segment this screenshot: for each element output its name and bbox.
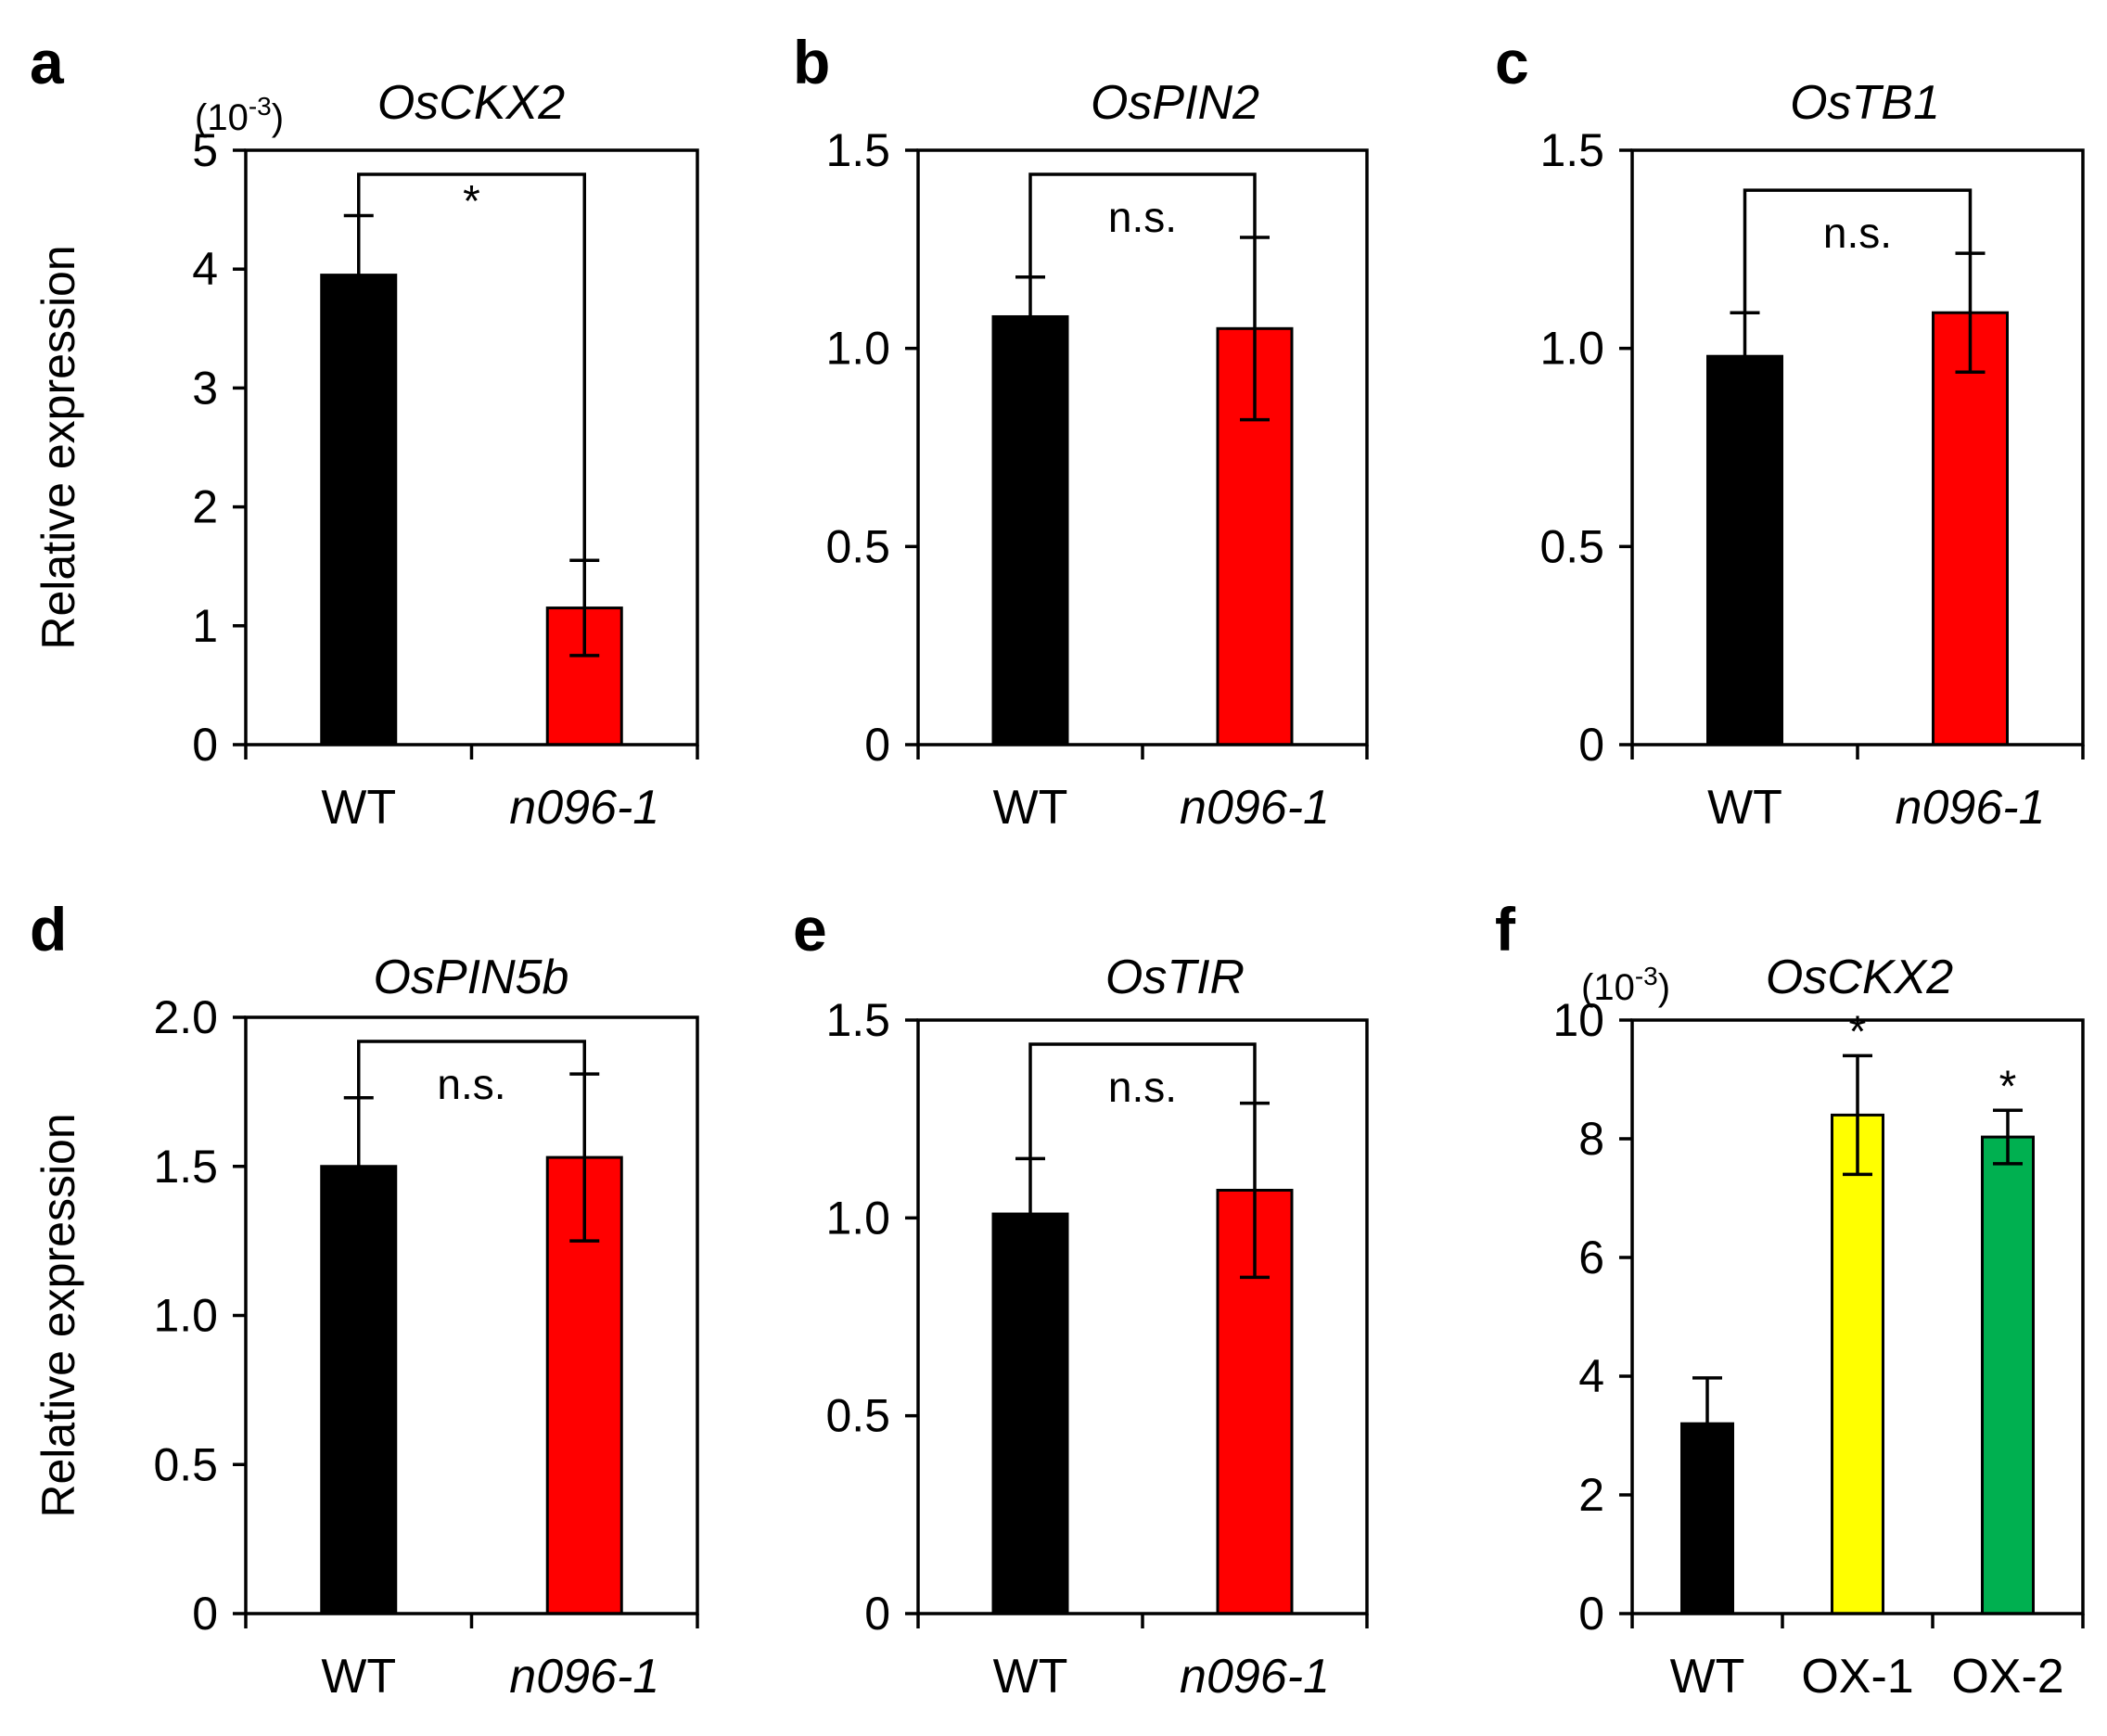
multiplier-suffix: ) [1658, 967, 1670, 1008]
y-tick-label: 0.5 [825, 1390, 890, 1442]
panel-b: b OsPIN2 0 0.5 1.0 1.5 WT n096-1 n.s. [793, 28, 1369, 835]
chart-title: OsTB1 [1790, 76, 1940, 130]
y-tick-label: 1.5 [825, 994, 890, 1046]
significance-bracket [1743, 188, 1973, 313]
bar-wt [1706, 354, 1783, 747]
x-category-label: n096-1 [1180, 781, 1330, 835]
x-category-label: n096-1 [509, 1650, 659, 1704]
y-tick-label: 0 [1578, 1588, 1604, 1640]
y-tick-label: 4 [1578, 1350, 1604, 1402]
panel-letter: d [30, 895, 67, 964]
plot-frame [244, 1015, 699, 1615]
significance-label: n.s. [437, 1060, 505, 1108]
y-tick-label: 6 [1578, 1232, 1604, 1283]
y-tick-label: 0.5 [1539, 520, 1604, 572]
x-category-label: WT [993, 781, 1068, 835]
y-tick-label: 2.0 [153, 991, 218, 1043]
bar-wt [320, 274, 398, 747]
y-tick-label: 0 [192, 719, 218, 771]
chart-title: OsCKX2 [377, 76, 565, 130]
multiplier-prefix: (10 [1581, 967, 1635, 1008]
plot-frame [1630, 1018, 2085, 1615]
y-tick-label: 0 [864, 719, 890, 771]
panel-letter: a [30, 28, 65, 96]
chart-title: OsCKX2 [1766, 951, 1953, 1004]
y-tick-label: 0.5 [153, 1438, 218, 1490]
panel-f: f OsCKX2 (10-3) 0 2 4 6 8 10 WT OX-1 OX-2 * * [1495, 895, 2085, 1704]
significance-bracket [1028, 172, 1257, 277]
significance-label: n.s. [1823, 209, 1892, 257]
x-category-label: n096-1 [1180, 1650, 1330, 1704]
y-tick-label: 1.5 [153, 1141, 218, 1193]
plot-frame [916, 148, 1369, 747]
chart-title: OsPIN2 [1091, 76, 1259, 130]
y-tick-label: 1.5 [825, 124, 890, 176]
y-tick-label: 4 [192, 243, 218, 295]
significance-star: * [1999, 1062, 2017, 1111]
y-tick-label: 3 [192, 362, 218, 414]
multiplier-exponent: -3 [1635, 962, 1658, 990]
y-tick-label: 0.5 [825, 520, 890, 572]
panel-letter: f [1495, 895, 1516, 964]
x-category-label: WT [993, 1650, 1068, 1704]
bar-wt [991, 314, 1069, 747]
y-tick-label: 8 [1578, 1113, 1604, 1165]
plot-frame [1630, 148, 2085, 747]
axis-multiplier: (10-3) [195, 92, 284, 138]
panel-d: d OsPIN5b Relative expression 0 0.5 1.0 1.5 2.0… [30, 895, 699, 1704]
y-tick-label: 2 [1578, 1469, 1604, 1521]
y-tick-label: 1.0 [825, 323, 890, 375]
multiplier-suffix: ) [272, 97, 284, 138]
plot-frame [916, 1018, 1369, 1615]
y-tick-label: 0 [1578, 719, 1604, 771]
y-tick-label: 5 [192, 124, 218, 176]
panel-c: c OsTB1 0 0.5 1.0 1.5 WT n096-1 n.s. [1495, 28, 2085, 835]
chart-title: OsTIR [1105, 951, 1245, 1004]
bar-wt [320, 1165, 398, 1615]
y-tick-label: 1.0 [1539, 323, 1604, 375]
panel-letter: c [1495, 28, 1529, 96]
x-category-label: WT [321, 781, 396, 835]
significance-label: n.s. [1108, 1063, 1177, 1111]
y-tick-label: 0 [864, 1588, 890, 1640]
y-axis-label: Relative expression [32, 1113, 84, 1517]
significance-star: * [1849, 1007, 1867, 1056]
x-category-label: OX-1 [1801, 1650, 1913, 1704]
multiplier-exponent: -3 [249, 92, 272, 121]
bar-ox-1 [1831, 1113, 1884, 1615]
y-tick-label: 0 [192, 1588, 218, 1640]
y-tick-label: 1.5 [1539, 124, 1604, 176]
y-tick-label: 10 [1552, 994, 1604, 1046]
panel-letter: e [793, 895, 827, 964]
panel-a: a OsCKX2 (10-3) Relative expression 0 1 2 3 4 5 WT… [30, 28, 699, 835]
axis-multiplier: (10-3) [1581, 962, 1670, 1008]
significance-bracket [357, 1040, 586, 1098]
chart-title: OsPIN5b [374, 951, 569, 1004]
y-tick-label: 1 [192, 600, 218, 652]
x-category-label: WT [321, 1650, 396, 1704]
x-category-label: WT [1670, 1650, 1745, 1704]
bar-n096-1 [1932, 311, 2009, 747]
plot-frame [244, 148, 699, 747]
x-category-label: n096-1 [1896, 781, 2046, 835]
significance-label: n.s. [1108, 193, 1177, 241]
y-tick-label: 1.0 [825, 1192, 890, 1244]
x-category-label: n096-1 [509, 781, 659, 835]
bar-ox-2 [1981, 1135, 2035, 1615]
significance-label: * [463, 177, 480, 226]
multiplier-prefix: (10 [195, 97, 249, 138]
y-tick-label: 1.0 [153, 1290, 218, 1342]
panel-e: e OsTIR 0 0.5 1.0 1.5 WT n096-1 n.s. [793, 895, 1369, 1704]
x-category-label: OX-2 [1951, 1650, 2063, 1704]
y-tick-label: 2 [192, 481, 218, 533]
x-category-label: WT [1707, 781, 1782, 835]
panel-letter: b [793, 28, 830, 96]
y-axis-label: Relative expression [32, 245, 84, 649]
bar-wt [991, 1212, 1069, 1615]
significance-bracket [1028, 1042, 1257, 1159]
significance-bracket [357, 172, 586, 561]
